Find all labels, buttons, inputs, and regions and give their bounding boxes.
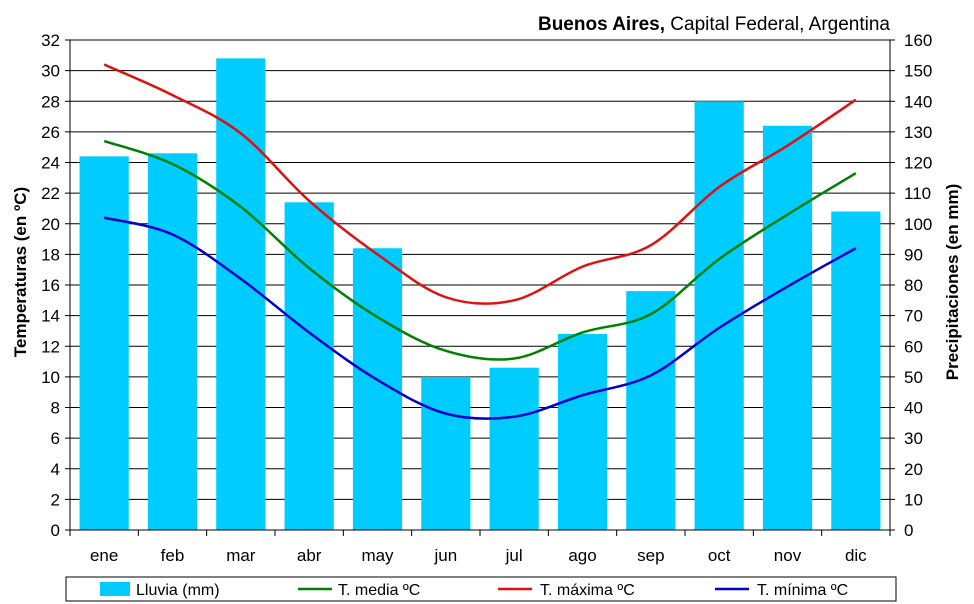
- left-tick-label: 6: [51, 429, 60, 448]
- chart-title-city: Buenos Aires,: [538, 14, 665, 35]
- x-tick-label: sep: [637, 546, 664, 565]
- max-temperature-line: [103, 63, 857, 305]
- legend-label-mean: T. media ºC: [338, 582, 420, 599]
- temperature-lines: [103, 63, 857, 420]
- right-tick-label: 20: [904, 460, 923, 479]
- right-tick-label: 150: [904, 62, 932, 81]
- x-tick-label: ago: [568, 546, 596, 565]
- gridlines: [70, 39, 890, 500]
- left-tick-label: 4: [51, 460, 60, 479]
- x-tick-label: may: [361, 546, 394, 565]
- x-tick-label: jul: [505, 546, 523, 565]
- legend: Lluvia (mm) T. media ºC T. máxima ºC T. …: [65, 576, 897, 602]
- legend-label-min: T. mínima ºC: [757, 582, 848, 599]
- rain-bar: [147, 153, 198, 530]
- left-axis-title: Temperaturas (en ºC): [11, 187, 30, 357]
- left-tick-label: 24: [41, 154, 60, 173]
- x-tick-label: ene: [90, 546, 118, 565]
- right-tick-label: 30: [904, 429, 923, 448]
- rain-bar: [421, 376, 471, 530]
- x-axis-ticks: ene feb mar abr may jun jul ago sep oct nov dic: [69, 530, 891, 565]
- left-tick-label: 12: [41, 337, 60, 356]
- right-tick-label: 80: [904, 276, 923, 295]
- right-axis-ticks: 0 10 20 30 40 50 60 70 80 90 100 110 120 130 140 150 160: [890, 31, 932, 540]
- right-tick-label: 120: [904, 154, 932, 173]
- left-tick-label: 26: [41, 123, 60, 142]
- x-tick-label: jun: [433, 546, 457, 565]
- right-tick-label: 110: [904, 184, 931, 203]
- x-tick-label: abr: [297, 546, 322, 565]
- left-tick-label: 14: [41, 307, 60, 326]
- right-tick-label: 70: [904, 307, 923, 326]
- x-tick-label: mar: [226, 546, 256, 565]
- rain-bar: [626, 291, 676, 530]
- left-tick-label: 30: [41, 62, 60, 81]
- right-tick-label: 140: [904, 92, 932, 111]
- left-tick-label: 16: [41, 276, 60, 295]
- left-tick-label: 28: [41, 92, 60, 111]
- left-tick-label: 32: [41, 31, 60, 50]
- rain-bar: [762, 125, 813, 530]
- left-tick-label: 2: [51, 490, 60, 509]
- left-tick-label: 22: [41, 184, 60, 203]
- min-temperature-line: [103, 216, 857, 420]
- left-tick-label: 10: [41, 368, 60, 387]
- right-tick-label: 100: [904, 215, 932, 234]
- right-tick-label: 60: [904, 337, 923, 356]
- left-tick-label: 18: [41, 245, 60, 264]
- chart-title: Buenos Aires, Capital Federal, Argentina: [538, 14, 890, 35]
- rain-bar: [831, 211, 881, 530]
- x-tick-label: nov: [774, 546, 802, 565]
- rain-bar: [79, 156, 129, 530]
- rain-bar: [284, 202, 334, 530]
- legend-label-rain: Lluvia (mm): [136, 582, 220, 599]
- rain-bar: [557, 334, 608, 530]
- right-tick-label: 10: [904, 490, 923, 509]
- right-tick-label: 0: [904, 521, 913, 540]
- right-axis-title: Precipitaciones (en mm): [943, 184, 962, 381]
- legend-box: [65, 576, 897, 602]
- right-tick-label: 40: [904, 399, 923, 418]
- left-tick-label: 20: [41, 215, 60, 234]
- right-tick-label: 130: [904, 123, 932, 142]
- right-tick-label: 160: [904, 31, 932, 50]
- x-tick-label: oct: [708, 546, 731, 565]
- rain-bar: [489, 367, 539, 530]
- left-tick-label: 8: [51, 399, 60, 418]
- rain-bar: [694, 101, 744, 530]
- chart-title-region: Capital Federal, Argentina: [665, 14, 890, 35]
- mean-temperature-line: [103, 139, 857, 361]
- rain-bars: [79, 58, 881, 530]
- legend-label-max: T. máxima ºC: [540, 582, 635, 599]
- x-tick-label: feb: [161, 546, 185, 565]
- left-tick-label: 0: [51, 521, 60, 540]
- x-tick-label: dic: [845, 546, 867, 565]
- legend-swatch-rain: [100, 582, 130, 596]
- rain-bar: [216, 58, 266, 530]
- right-tick-label: 90: [904, 245, 923, 264]
- right-tick-label: 50: [904, 368, 923, 387]
